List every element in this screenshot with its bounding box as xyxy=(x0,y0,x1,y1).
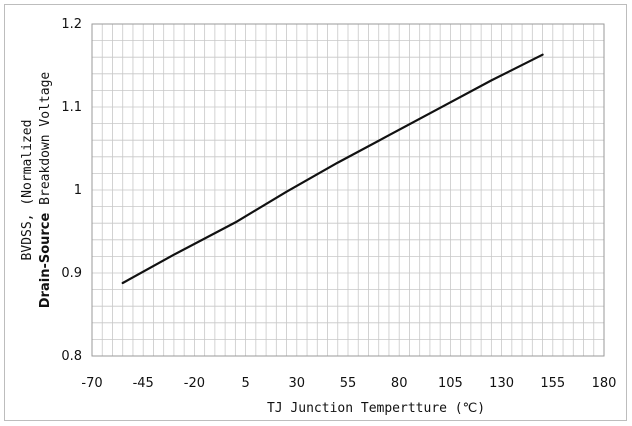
y-tick-label: 1.1 xyxy=(61,100,82,115)
y-tick-labels: 0.8 0.9 1 1.1 1.2 xyxy=(61,17,82,364)
plot-area-border xyxy=(91,23,605,357)
x-tick-label: 105 xyxy=(438,376,463,391)
y-tick-label: 1.2 xyxy=(61,17,82,32)
y-tick-label: 0.9 xyxy=(61,266,82,281)
y-axis-title-line1: BVDSS, (Normalized xyxy=(20,120,35,261)
x-tick-label: 80 xyxy=(391,376,408,391)
series xyxy=(121,53,544,285)
x-tick-label: 55 xyxy=(340,376,357,391)
x-tick-label: -20 xyxy=(184,376,205,391)
x-tick-labels: -70 -45 -20 5 30 55 80 105 130 155 180 xyxy=(81,376,616,391)
x-axis-title: TJ Junction Tempertture (℃) xyxy=(267,401,485,416)
x-tick-label: -70 xyxy=(81,376,102,391)
y-axis-title-line2: Drain-Source Breakdown Voltage xyxy=(38,72,53,309)
y-axis-title-rest-part: Breakdown Voltage xyxy=(38,72,53,213)
grid xyxy=(91,23,605,357)
y-axis-title-bold-part: Drain-Source xyxy=(38,212,53,308)
series-line xyxy=(121,53,544,285)
x-tick-label: 180 xyxy=(592,376,617,391)
y-tick-label: 0.8 xyxy=(61,349,82,364)
x-tick-label: -45 xyxy=(133,376,154,391)
x-tick-label: 130 xyxy=(489,376,514,391)
y-axis-title: BVDSS, (Normalized Drain-Source Breakdow… xyxy=(20,72,53,309)
x-tick-label: 155 xyxy=(540,376,565,391)
x-tick-label: 5 xyxy=(241,376,249,391)
y-tick-label: 1 xyxy=(74,183,82,198)
x-tick-label: 30 xyxy=(289,376,306,391)
